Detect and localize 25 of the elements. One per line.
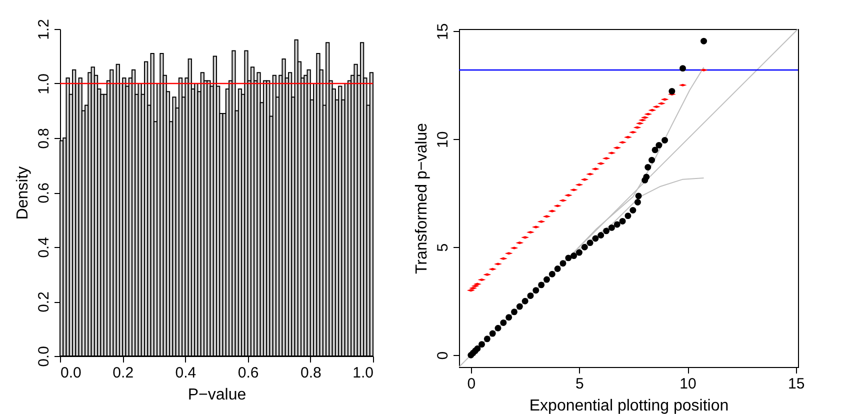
y-tick-label: 0.2 <box>36 292 52 312</box>
x-tick-label: 0.4 <box>175 364 196 382</box>
y-tick-label: 1.0 <box>36 74 52 94</box>
y-tick-label: 0 <box>434 351 452 360</box>
x-tick-label: 0.6 <box>238 364 259 382</box>
y-tick-label: 0.8 <box>36 128 52 149</box>
x-tick-label: 0.2 <box>112 364 134 382</box>
x-tick-label: 0 <box>467 376 476 392</box>
y-axis-title: Transformed p−value <box>414 122 430 274</box>
x-tick-label: 1.0 <box>352 364 374 382</box>
y-axis-title: Density <box>14 166 32 220</box>
y-tick-label: 0.4 <box>36 237 52 258</box>
x-axis-title: Exponential plotting position <box>529 398 729 414</box>
y-tick-label: 15 <box>434 23 452 40</box>
y-tick-label: 10 <box>434 131 452 148</box>
x-tick-label: 0.0 <box>60 364 82 382</box>
x-tick-label: 5 <box>576 376 584 392</box>
y-tick-label: 5 <box>434 243 452 252</box>
y-tick-label: 0.0 <box>36 346 52 367</box>
x-axis-title: P−value <box>188 386 246 404</box>
y-tick-label: 0.6 <box>36 182 52 204</box>
x-tick-label: 15 <box>788 376 805 392</box>
x-tick-label: 10 <box>680 376 696 392</box>
y-tick-label: 1.2 <box>36 19 52 40</box>
x-tick-label: 0.8 <box>300 364 322 382</box>
